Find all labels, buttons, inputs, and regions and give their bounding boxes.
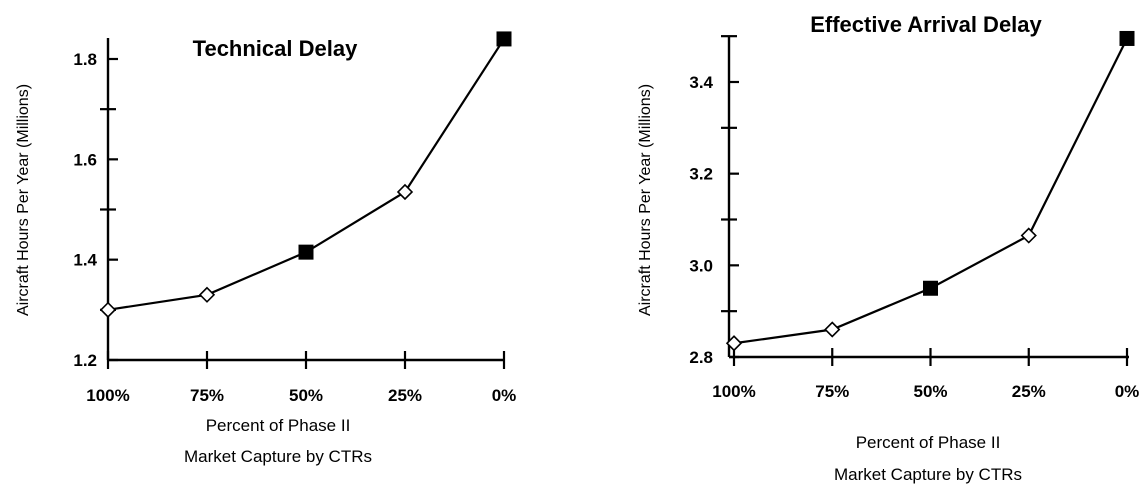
effective-arrival-delay-chart: Effective Arrival Delay Aircraft Hours P…	[637, 12, 1139, 484]
y-axis-label: Aircraft Hours Per Year (Millions)	[15, 84, 32, 316]
x-axis-label-line-1: Percent of Phase II	[856, 433, 1001, 452]
data-point-diamond	[198, 286, 216, 303]
x-tick-label: 25%	[388, 386, 422, 405]
y-tick-label: 1.4	[73, 251, 97, 270]
y-tick-label: 1.8	[73, 50, 97, 69]
x-tick-label: 100%	[712, 382, 755, 401]
x-tick-label: 100%	[86, 386, 129, 405]
data-point-diamond	[1020, 227, 1037, 244]
y-tick-label: 1.6	[73, 150, 97, 169]
chart-marks: 2.8 3.0 3.2 3.4 100% 75% 50% 25% 0%	[689, 30, 1140, 401]
data-point-diamond	[725, 335, 743, 352]
x-tick-label: 25%	[1012, 382, 1046, 401]
chart-title: Technical Delay	[193, 36, 358, 61]
x-tick-label: 0%	[492, 386, 517, 405]
series-line	[107, 38, 505, 311]
x-axis-label-line-1: Percent of Phase II	[206, 416, 351, 435]
technical-delay-chart: Technical Delay Aircraft Hours Per Year …	[15, 31, 517, 466]
y-tick-label: 3.0	[689, 256, 713, 275]
data-point-square	[496, 31, 512, 47]
y-tick-label: 3.4	[689, 73, 713, 92]
x-axis-label-line-2: Market Capture by CTRs	[834, 465, 1022, 484]
data-point-diamond	[396, 183, 414, 201]
data-point-diamond	[99, 301, 117, 318]
x-tick-label: 50%	[289, 386, 323, 405]
chart-marks: 1.2 1.4 1.6 1.8 100% 75% 50% 25% 0%	[73, 31, 517, 405]
x-tick-label: 75%	[815, 382, 849, 401]
data-point-square	[923, 280, 938, 296]
x-tick-label: 0%	[1115, 382, 1140, 401]
data-point-square	[298, 244, 314, 260]
data-point-square	[1119, 30, 1135, 46]
y-tick-label: 2.8	[689, 348, 713, 367]
y-tick-label: 1.2	[73, 351, 97, 370]
chart-title: Effective Arrival Delay	[810, 12, 1042, 37]
x-axis-label-line-2: Market Capture by CTRs	[184, 447, 372, 466]
y-tick-label: 3.2	[689, 165, 713, 184]
series-line	[733, 37, 1128, 345]
y-axis-label: Aircraft Hours Per Year (Millions)	[637, 84, 654, 316]
x-tick-label: 50%	[913, 382, 947, 401]
data-point-diamond	[824, 321, 841, 338]
x-tick-label: 75%	[190, 386, 224, 405]
